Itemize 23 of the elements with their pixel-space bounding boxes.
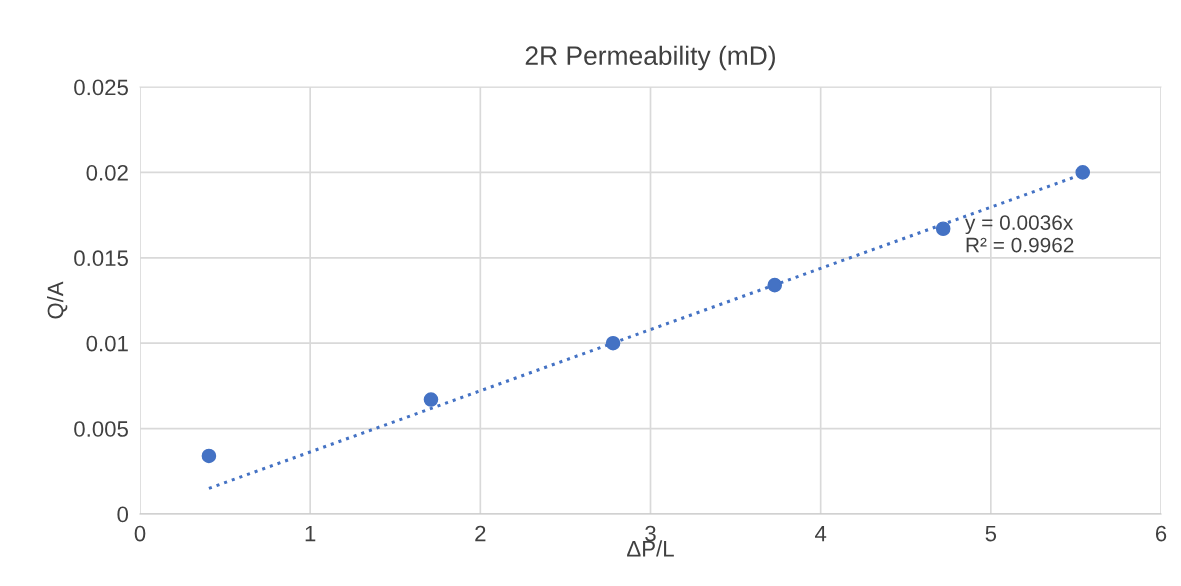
x-tick-label: 0 bbox=[134, 525, 146, 542]
chart-title: 2R Permeability (mD) bbox=[525, 45, 775, 71]
y-tick-label: 0.025 bbox=[74, 79, 128, 96]
point bbox=[767, 277, 783, 293]
point bbox=[201, 448, 217, 464]
point bbox=[1075, 165, 1091, 180]
point bbox=[935, 221, 951, 237]
annotation: y = 0.0036x R² = 0.9962 bbox=[965, 215, 1074, 253]
y-tick-label: 0.01 bbox=[86, 335, 128, 352]
x-tick-label: 1 bbox=[305, 525, 316, 542]
x-tick-label: 4 bbox=[815, 525, 827, 542]
y-tick-label: 0.005 bbox=[74, 421, 128, 437]
y-tick-label: 0.02 bbox=[86, 164, 128, 181]
x-tick-label: 2 bbox=[475, 525, 486, 542]
x-tick-label: 5 bbox=[985, 525, 997, 542]
point bbox=[605, 335, 621, 351]
y-tick-label: 0 bbox=[117, 506, 129, 523]
x-axis-title: ΔP/L bbox=[627, 540, 674, 557]
point bbox=[423, 392, 439, 407]
y-axis-title: Q/A bbox=[47, 281, 68, 319]
y-tick-label: 0.015 bbox=[74, 250, 128, 267]
x-tick-label: 3 bbox=[645, 525, 656, 542]
x-tick-label: 6 bbox=[1155, 525, 1167, 542]
